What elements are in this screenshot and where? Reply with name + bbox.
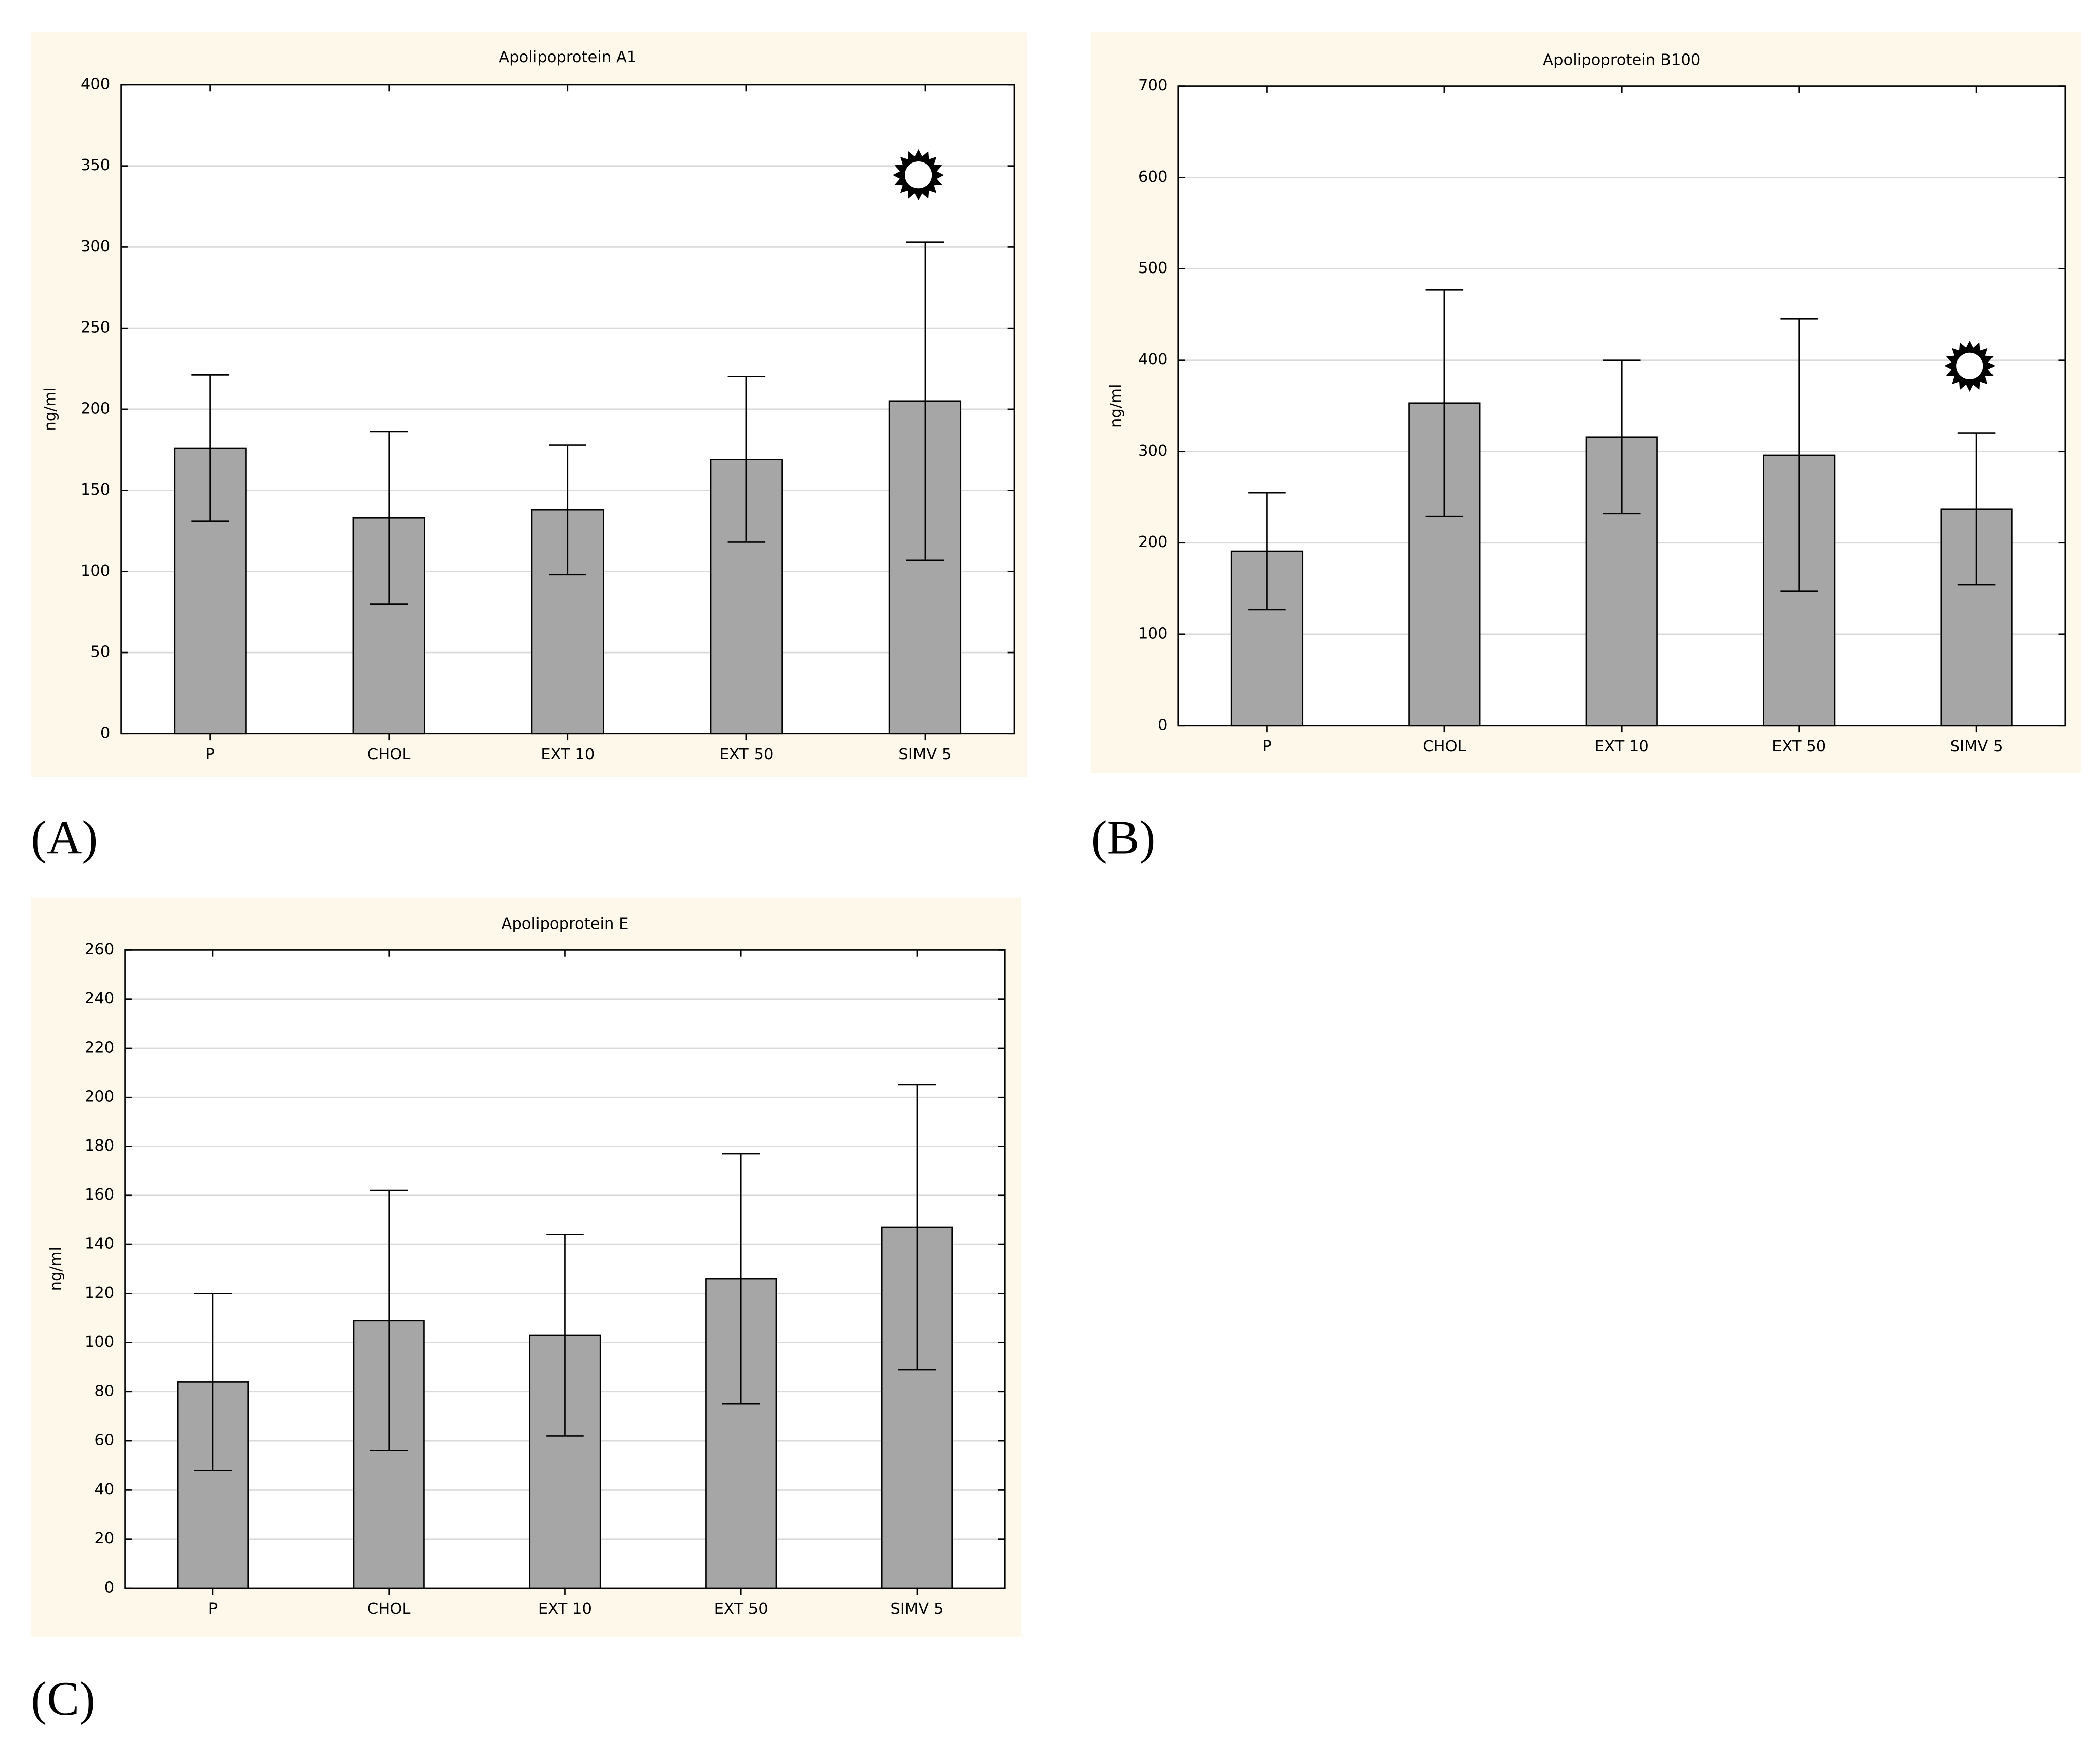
y-tick-label: 400 — [1138, 351, 1167, 368]
y-tick-label: 60 — [94, 1432, 114, 1449]
y-tick-label: 350 — [81, 156, 110, 174]
y-tick-label: 100 — [81, 562, 110, 580]
y-tick-label: 500 — [1138, 259, 1167, 277]
x-tick-label: EXT 50 — [714, 1600, 768, 1618]
y-tick-label: 100 — [85, 1333, 114, 1351]
y-tick-label: 120 — [85, 1284, 114, 1302]
y-tick-label: 100 — [1138, 625, 1167, 642]
y-tick-label: 200 — [81, 400, 110, 417]
y-tick-label: 20 — [94, 1530, 114, 1547]
y-axis-label: ng/ml — [42, 387, 60, 431]
x-tick-label: EXT 10 — [538, 1600, 592, 1618]
chart-title: Apolipoprotein E — [501, 915, 628, 933]
x-tick-label: EXT 50 — [1772, 738, 1826, 755]
chart-title: Apolipoprotein B100 — [1543, 51, 1700, 69]
y-tick-label: 140 — [85, 1235, 114, 1253]
y-tick-label: 250 — [81, 319, 110, 337]
panel-label: (C) — [31, 1672, 95, 1725]
chart-panel: Apolipoprotein B100 ng/ml 0 100 200 300 400 500… — [1091, 32, 2081, 864]
y-tick-label: 0 — [104, 1579, 114, 1596]
x-tick-label: CHOL — [367, 1600, 411, 1618]
y-tick-label: 40 — [94, 1481, 114, 1498]
y-tick-label: 400 — [81, 75, 110, 93]
y-tick-label: 160 — [85, 1186, 114, 1204]
x-tick-label: SIMV 5 — [1950, 738, 2003, 755]
x-tick-label: P — [1262, 738, 1271, 755]
x-tick-label: P — [208, 1600, 218, 1618]
significance-marker-center — [1956, 352, 1983, 380]
y-tick-label: 220 — [85, 1039, 114, 1056]
x-tick-label: SIMV 5 — [898, 746, 951, 764]
y-tick-label: 300 — [81, 238, 110, 255]
panel-label: (B) — [1091, 810, 1156, 864]
x-tick-label: P — [205, 746, 214, 764]
y-tick-label: 240 — [85, 990, 114, 1007]
y-tick-label: 0 — [1158, 716, 1167, 734]
y-tick-label: 200 — [1138, 533, 1167, 551]
y-tick-label: 200 — [85, 1088, 114, 1106]
x-tick-label: EXT 10 — [541, 746, 595, 764]
y-tick-label: 0 — [100, 724, 110, 742]
y-axis-label: ng/ml — [1107, 384, 1125, 427]
y-tick-label: 180 — [85, 1137, 114, 1155]
x-tick-label: CHOL — [1423, 738, 1466, 755]
y-tick-label: 260 — [85, 941, 114, 958]
y-tick-label: 50 — [90, 643, 110, 661]
y-tick-label: 300 — [1138, 442, 1167, 460]
x-tick-label: EXT 10 — [1595, 738, 1649, 755]
panel-label: (A) — [31, 810, 98, 864]
y-tick-label: 80 — [94, 1382, 114, 1400]
significance-marker-center — [904, 161, 932, 189]
y-tick-label: 700 — [1138, 77, 1167, 94]
y-axis-label: ng/ml — [47, 1247, 65, 1291]
x-tick-label: EXT 50 — [719, 746, 773, 764]
x-tick-label: SIMV 5 — [890, 1600, 943, 1618]
y-tick-label: 150 — [81, 481, 110, 499]
y-tick-label: 600 — [1138, 168, 1167, 186]
chart-title: Apolipoprotein A1 — [499, 48, 636, 66]
x-tick-label: CHOL — [367, 746, 411, 764]
chart-panel: Apolipoprotein E ng/ml 0 20 40 60 80 100 120 140 1… — [31, 897, 1021, 1725]
chart-panel: Apolipoprotein A1 ng/ml 0 50 100 150 200 250 300… — [31, 32, 1027, 864]
